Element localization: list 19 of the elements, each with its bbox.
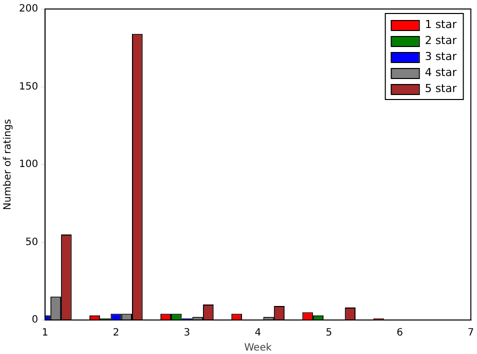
y-tick-label: 50 [25, 236, 38, 248]
y-tick-label: 150 [18, 81, 38, 92]
y-tick-label: 200 [18, 4, 38, 15]
x-tick-label: 4 [254, 328, 262, 339]
x-tick-label: 2 [112, 328, 120, 339]
legend-label: 1 star [424, 18, 458, 31]
y-axis-title: Number of ratings [2, 118, 14, 210]
x-tick-label: 7 [468, 328, 474, 339]
x-tick-label: 5 [326, 328, 332, 339]
y-tick-label: 100 [18, 159, 38, 170]
legend-label: 3 star [424, 50, 458, 63]
x-tick-label: 1 [42, 328, 48, 339]
legend-label: 4 star [424, 66, 458, 79]
x-tick-label: 3 [184, 328, 190, 339]
x-axis-title: Week [244, 342, 272, 354]
legend-label: 2 star [424, 34, 458, 47]
legend-label: 5 star [424, 82, 458, 95]
x-tick-label: 6 [396, 328, 404, 339]
y-tick-label: 0 [32, 314, 38, 326]
